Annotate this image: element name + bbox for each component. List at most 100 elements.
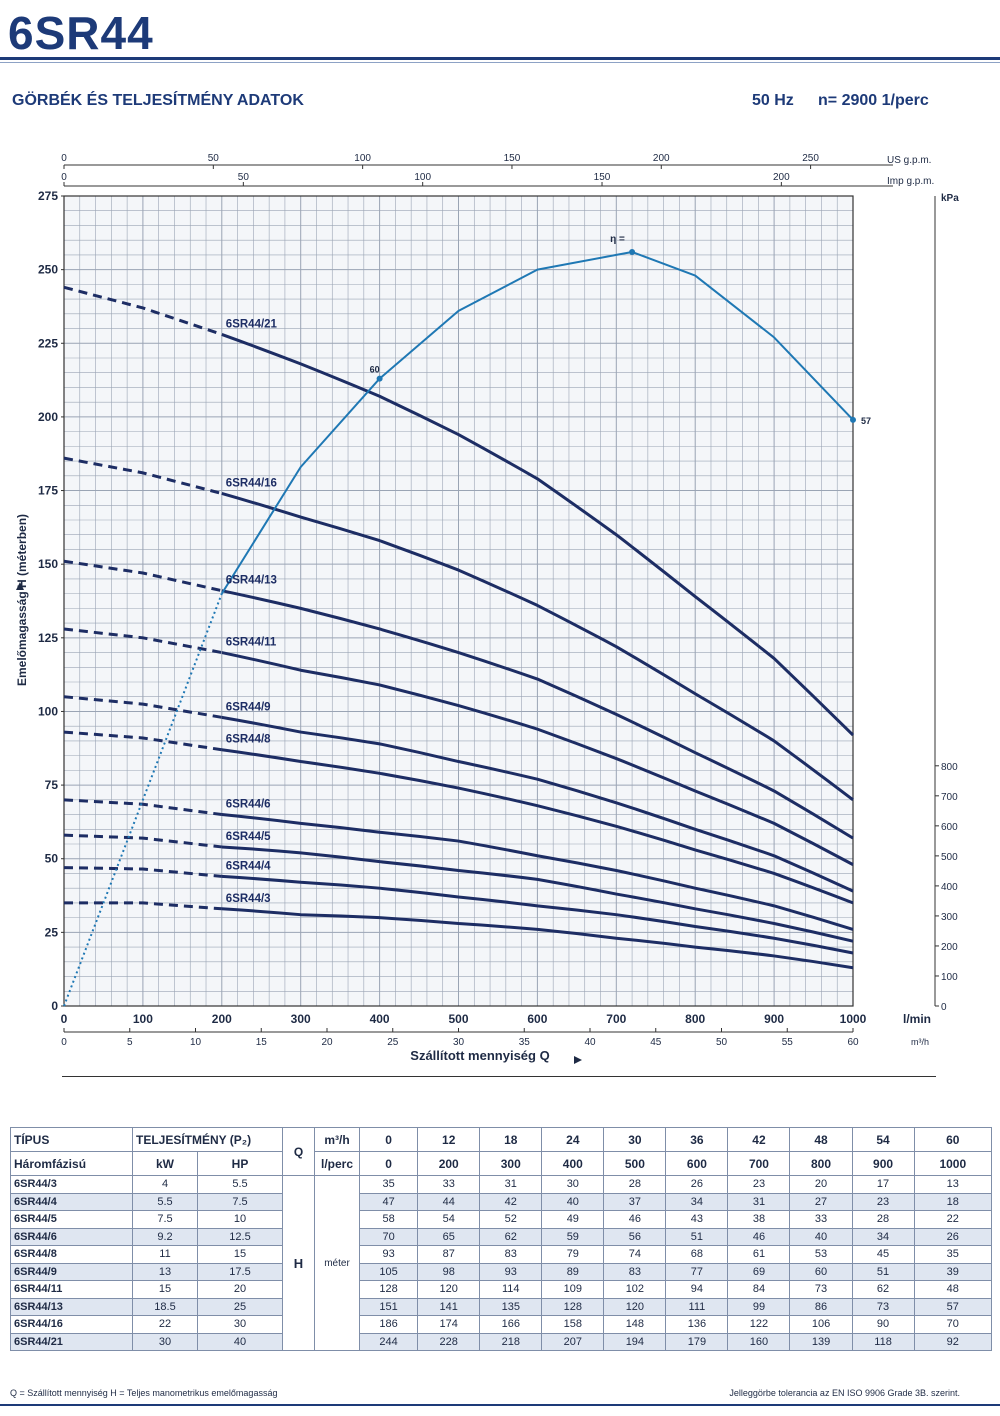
curve-label-6SR44-5: 6SR44/5 — [226, 831, 271, 843]
head-value-cell: 186 — [358, 1315, 419, 1334]
y-axis-label: Emelőmagasság H (méterben) — [15, 514, 29, 686]
curve-6SR44-9 — [221, 715, 854, 893]
head-value-cell: 73 — [851, 1297, 915, 1316]
head-value-cell: 120 — [603, 1297, 667, 1316]
y-tick-label: 0 — [51, 999, 58, 1013]
head-value-cell: 122 — [727, 1315, 791, 1334]
head-value-cell: 52 — [479, 1210, 543, 1229]
kw-cell: 30 — [132, 1332, 198, 1351]
model-cell: 6SR44/16 — [10, 1315, 133, 1334]
kw-cell: 18.5 — [132, 1297, 198, 1316]
hp-cell: 40 — [197, 1332, 283, 1351]
page-title: 6SR44 — [8, 7, 154, 59]
y-tick-label: 275 — [38, 189, 58, 203]
head-value-cell: 18 — [913, 1192, 993, 1211]
head-value-cell: 42 — [479, 1192, 543, 1211]
y-tick-label: 100 — [38, 704, 58, 718]
table-row: 6SR44/9 13 17.5 105 98 93 89 83 77 69 60 51 39 — [10, 1262, 993, 1281]
efficiency-dotted-segment — [63, 593, 223, 1007]
head-value-cell: 40 — [789, 1227, 853, 1246]
x-unit-label: l/min — [903, 1012, 931, 1026]
y-tick-label: 125 — [38, 631, 58, 645]
curve-label-6SR44-16: 6SR44/16 — [226, 477, 277, 489]
table-row: 6SR44/8 11 15 93 87 83 79 74 68 61 53 45 35 — [10, 1245, 993, 1264]
header-tipus: TÍPUS — [10, 1127, 133, 1152]
head-value-cell: 79 — [541, 1245, 605, 1264]
model-cell: 6SR44/13 — [10, 1297, 133, 1316]
q-lperc-cell: 0 — [358, 1151, 419, 1176]
footer-legend: Q = Szállított mennyiség H = Teljes mano… — [10, 1388, 278, 1398]
curve-6SR44-5 — [221, 845, 854, 943]
m3h-tick-label: 20 — [321, 1037, 333, 1048]
head-value-cell: 39 — [913, 1262, 993, 1281]
curve-dashed-6SR44-8 — [63, 730, 223, 752]
head-value-cell: 83 — [603, 1262, 667, 1281]
y-tick-label: 200 — [38, 410, 58, 424]
efficiency-label: η = — [610, 234, 625, 245]
head-value-cell: 23 — [851, 1192, 915, 1211]
head-value-cell: 106 — [789, 1315, 853, 1334]
q-m3h-cell: 60 — [913, 1127, 993, 1152]
head-value-cell: 51 — [665, 1227, 729, 1246]
head-value-cell: 57 — [913, 1297, 993, 1316]
head-value-cell: 84 — [727, 1280, 791, 1299]
head-value-cell: 28 — [851, 1210, 915, 1229]
kpa-tick-label: 600 — [941, 822, 958, 833]
efficiency-annotation: 60 — [370, 365, 380, 375]
head-value-cell: 70 — [913, 1315, 993, 1334]
curve-dashed-6SR44-4 — [63, 866, 222, 878]
curve-label-6SR44-6: 6SR44/6 — [226, 799, 271, 811]
meter-label-cell: méter — [314, 1175, 360, 1351]
head-value-cell: 33 — [417, 1175, 481, 1194]
q-m3h-cell: 18 — [479, 1127, 543, 1152]
axis-caption-rule — [62, 1076, 936, 1077]
curve-6SR44-11 — [221, 651, 854, 866]
head-value-cell: 54 — [417, 1210, 481, 1229]
header-q: Q — [282, 1127, 315, 1176]
curve-dashed-6SR44-9 — [63, 695, 223, 719]
head-value-cell: 13 — [913, 1175, 993, 1194]
table-row: 6SR44/13 18.5 25 151 141 135 128 120 111 99 86 73 57 — [10, 1297, 993, 1316]
head-value-cell: 135 — [479, 1297, 543, 1316]
usgpm-tick-label: 0 — [61, 153, 67, 164]
model-cell: 6SR44/11 — [10, 1280, 133, 1299]
head-value-cell: 62 — [851, 1280, 915, 1299]
hp-cell: 12.5 — [197, 1227, 283, 1246]
kpa-tick-label: 100 — [941, 972, 958, 983]
head-value-cell: 56 — [603, 1227, 667, 1246]
q-m3h-cell: 0 — [358, 1127, 419, 1152]
m3h-tick-label: 5 — [127, 1037, 133, 1048]
curve-6SR44-13 — [221, 589, 854, 840]
curve-dashed-6SR44-21 — [63, 285, 223, 336]
head-value-cell: 70 — [358, 1227, 419, 1246]
q-m3h-cell: 12 — [417, 1127, 481, 1152]
y-tick-label: 225 — [38, 336, 58, 350]
head-value-cell: 148 — [603, 1315, 667, 1334]
m3h-tick-label: 40 — [584, 1037, 596, 1048]
m3h-tick-label: 55 — [782, 1037, 794, 1048]
footer-tolerance: Jelleggörbe tolerancia az EN ISO 9906 Gr… — [729, 1388, 960, 1398]
head-value-cell: 45 — [851, 1245, 915, 1264]
head-value-cell: 40 — [541, 1192, 605, 1211]
x-axis-arrow — [574, 1056, 582, 1064]
usgpm-tick-label: 150 — [504, 153, 521, 164]
m3h-tick-label: 30 — [453, 1037, 465, 1048]
chart-axes: 0255075100125150175200225250275Emelőmaga… — [15, 153, 959, 1064]
y-axis-arrow — [16, 582, 24, 590]
curve-label-6SR44-21: 6SR44/21 — [226, 318, 278, 330]
m3h-tick-label: 45 — [650, 1037, 662, 1048]
q-lperc-cell: 300 — [479, 1151, 543, 1176]
head-value-cell: 179 — [665, 1332, 729, 1351]
hp-cell: 10 — [197, 1210, 283, 1229]
table-header-row-1: TÍPUS TELJESÍTMÉNY (P₂) Q m³/h 0 12 18 24 30… — [10, 1127, 993, 1176]
head-value-cell: 99 — [727, 1297, 791, 1316]
q-m3h-cell: 24 — [541, 1127, 605, 1152]
head-value-cell: 89 — [541, 1262, 605, 1281]
m3h-tick-label: 25 — [387, 1037, 399, 1048]
curve-6SR44-16 — [221, 492, 854, 802]
m3h-tick-label: 60 — [847, 1037, 859, 1048]
m3h-tick-label: 10 — [190, 1037, 202, 1048]
curve-6SR44-6 — [221, 813, 854, 931]
table-row: 6SR44/21 30 40 244 228 218 207 194 179 160 139 118 9… — [10, 1332, 993, 1351]
head-value-cell: 48 — [913, 1280, 993, 1299]
